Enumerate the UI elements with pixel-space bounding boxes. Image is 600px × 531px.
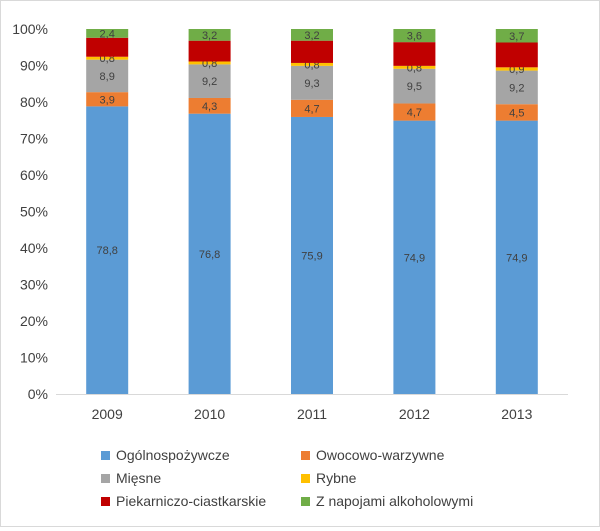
bar-segment[interactable]	[291, 99, 333, 117]
data-label: 4,7	[304, 103, 319, 115]
data-label: 8,9	[100, 71, 115, 83]
bar-segment[interactable]	[188, 97, 231, 114]
bar-segment[interactable]	[188, 29, 231, 41]
data-label: 74,9	[506, 252, 527, 264]
bar-segment[interactable]	[291, 116, 333, 394]
bar-segment[interactable]	[393, 29, 436, 43]
y-tick-label: 20%	[20, 313, 48, 329]
bar-segment[interactable]	[188, 40, 231, 62]
data-label: 74,9	[404, 252, 425, 264]
data-label: 2,4	[100, 28, 115, 40]
bar-segment[interactable]	[188, 113, 231, 395]
legend-swatch	[101, 474, 110, 483]
bar-segment[interactable]	[291, 29, 333, 41]
data-label: 3,7	[509, 31, 524, 43]
bar-segment[interactable]	[188, 61, 231, 65]
bar-segment[interactable]	[86, 37, 129, 57]
data-label: 9,2	[202, 76, 217, 88]
bar-segment[interactable]	[86, 92, 129, 107]
legend-entry-label: Rybne	[316, 470, 357, 486]
bar-segment[interactable]	[495, 120, 538, 395]
y-tick-label: 40%	[20, 240, 48, 256]
bar-segment[interactable]	[86, 106, 129, 394]
legend-swatch	[101, 497, 110, 506]
data-label: 3,2	[304, 30, 319, 42]
legend-swatch	[101, 451, 110, 460]
bar-segment[interactable]	[393, 42, 436, 66]
data-label: 78,8	[96, 245, 117, 257]
bar-segment[interactable]	[86, 29, 129, 38]
legend-entry-label: Ogólnospożywcze	[116, 447, 230, 463]
legend-swatch	[301, 474, 310, 483]
bar-segment[interactable]	[495, 70, 538, 105]
data-label: 9,2	[509, 82, 524, 94]
y-tick-label: 60%	[20, 167, 48, 183]
legend-entry-label: Z napojami alkoholowymi	[316, 493, 473, 509]
legend-entry-label: Piekarniczo-ciastkarskie	[116, 493, 266, 509]
x-tick-label: 2010	[194, 406, 225, 422]
data-label: 76,8	[199, 249, 220, 261]
y-tick-label: 10%	[20, 350, 48, 366]
y-tick-label: 0%	[28, 386, 48, 402]
data-label: 0,8	[100, 53, 115, 65]
bar-segment[interactable]	[495, 29, 538, 43]
x-tick-label: 2013	[501, 406, 532, 422]
data-label: 3,2	[202, 30, 217, 42]
bar-segment[interactable]	[393, 65, 436, 69]
legend-entry-label: Mięsne	[116, 470, 161, 486]
y-tick-label: 100%	[12, 21, 48, 37]
bar-segment[interactable]	[495, 104, 538, 121]
bar-segment[interactable]	[393, 68, 436, 104]
x-tick-label: 2009	[92, 406, 123, 422]
data-label: 3,9	[100, 94, 115, 106]
bar-segment[interactable]	[495, 67, 538, 71]
x-tick-label: 2011	[297, 406, 327, 422]
bar-segment[interactable]	[86, 56, 129, 60]
data-label: 75,9	[301, 250, 322, 262]
bar-segment[interactable]	[188, 64, 231, 98]
y-tick-label: 90%	[20, 58, 48, 74]
y-tick-label: 70%	[20, 131, 48, 147]
data-label: 9,5	[407, 81, 422, 93]
bar-segment[interactable]	[291, 40, 333, 63]
bar-segment[interactable]	[393, 103, 436, 121]
legend-swatch	[301, 497, 310, 506]
legend-swatch	[301, 451, 310, 460]
data-label: 4,3	[202, 101, 217, 113]
y-tick-label: 50%	[20, 204, 48, 220]
bar-segment[interactable]	[291, 65, 333, 100]
data-label: 4,5	[509, 107, 524, 119]
data-label: 4,7	[407, 107, 422, 119]
y-tick-label: 30%	[20, 277, 48, 293]
bar-segment[interactable]	[86, 59, 129, 93]
bar-segment[interactable]	[495, 42, 538, 68]
data-label: 3,6	[407, 31, 422, 43]
y-tick-label: 80%	[20, 94, 48, 110]
bar-segment[interactable]	[291, 62, 333, 66]
data-label: 9,3	[304, 78, 319, 90]
bar-segment[interactable]	[393, 120, 436, 395]
legend-entry-label: Owocowo-warzywne	[316, 447, 445, 463]
x-tick-label: 2012	[399, 406, 430, 422]
